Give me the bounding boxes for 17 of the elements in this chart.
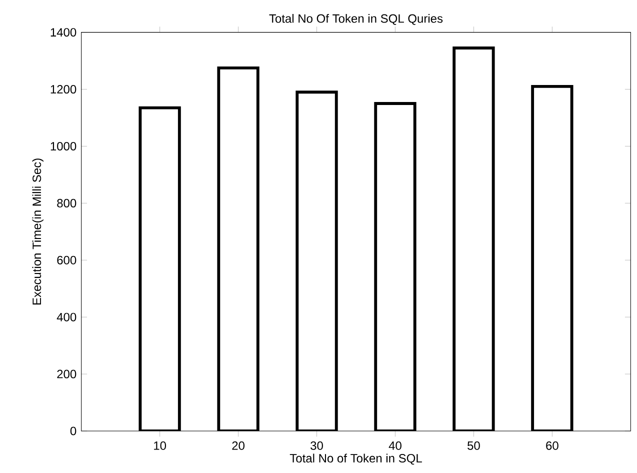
y-tick-label: 1000 [50, 142, 76, 150]
y-tick-label: 1400 [50, 28, 76, 37]
x-tick-label: 20 [232, 441, 244, 450]
x-axis-title: Total No of Token in SQL [290, 454, 422, 465]
x-tick-label: 10 [154, 441, 166, 450]
y-tick-label: 0 [70, 426, 76, 436]
y-tick-label: 400 [56, 312, 76, 322]
y-axis-title: Execution Time(in Milli Sec) [32, 158, 44, 304]
y-tick-label: 600 [57, 256, 76, 264]
x-tick-label: 40 [388, 441, 402, 450]
x-tick-label: 60 [546, 441, 558, 450]
chart-title: Total No Of Token in SQL Quries [269, 14, 443, 25]
y-tick-label: 200 [57, 370, 76, 378]
x-tick-label: 30 [310, 441, 323, 450]
y-tick-label: 1200 [50, 85, 76, 94]
y-tick-label: 800 [57, 198, 76, 208]
x-tick-label: 50 [468, 441, 480, 450]
